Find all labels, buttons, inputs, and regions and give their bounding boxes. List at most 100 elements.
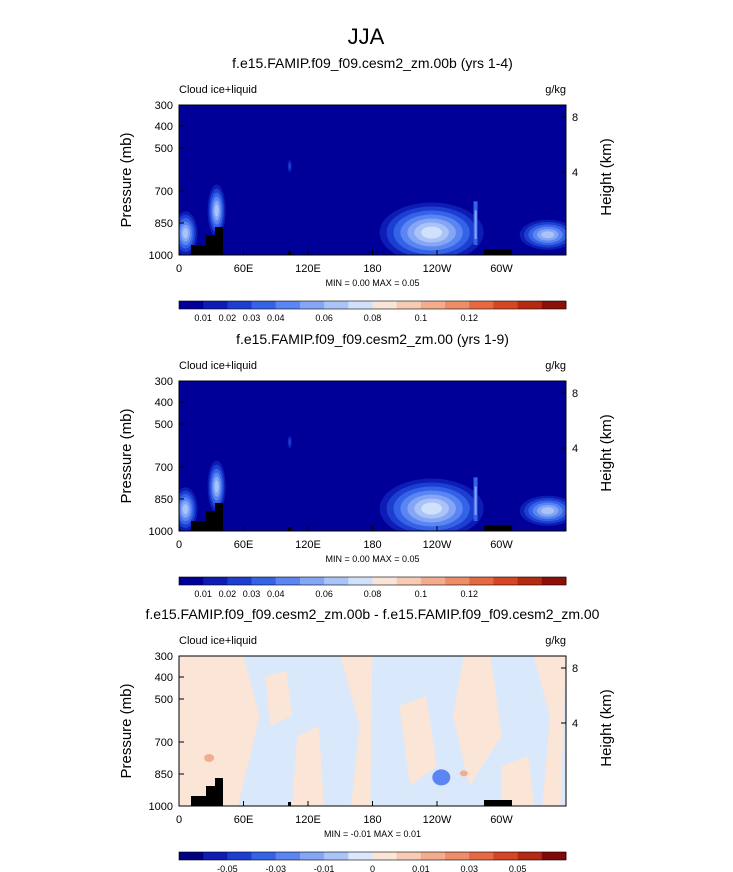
diff-positive-region — [459, 770, 468, 777]
colorbar-label: 0.01 — [194, 313, 212, 323]
colorbar-box — [517, 577, 543, 585]
colorbar-box — [396, 852, 422, 860]
y-axis-label: Pressure (mb) — [118, 132, 135, 227]
y-tick-label: 300 — [155, 100, 173, 112]
colorbar-box — [445, 577, 470, 585]
colorbar-label: 0.03 — [243, 589, 261, 599]
colorbar-label: 0.02 — [219, 589, 237, 599]
x-tick-label: 120E — [295, 263, 321, 275]
colorbar-box — [469, 577, 494, 585]
field-contour — [421, 502, 443, 515]
plot-area: 300 400 500 700 850 1000 8 4 0 60E 120E 180 120W 60W — [149, 376, 579, 551]
field-contour — [288, 438, 291, 446]
colorbar-box — [179, 852, 204, 860]
y-axis-label: Pressure (mb) — [118, 683, 135, 778]
colorbar-label: 0.03 — [460, 864, 478, 872]
x-tick-label: 60W — [490, 539, 513, 551]
y-tick-label-right: 8 — [572, 663, 578, 675]
colorbar: -0.05 -0.03 -0.01 0 0.01 0.03 0.05 — [178, 851, 567, 872]
colorbar-label: 0.01 — [412, 864, 430, 872]
colorbar-label: 0.01 — [194, 589, 212, 599]
field-contour — [182, 228, 189, 239]
colorbar-box — [227, 577, 252, 585]
colorbar-box — [348, 852, 373, 860]
x-tick-label: 60W — [490, 814, 513, 826]
colorbar-box — [299, 852, 325, 860]
panel-title: f.e15.FAMIP.f09_f09.cesm2_zm.00b - f.e15… — [146, 606, 600, 622]
colorbar-box — [179, 577, 204, 585]
panel-1: f.e15.FAMIP.f09_f09.cesm2_zm.00b (yrs 1-… — [118, 55, 615, 323]
colorbar-label: 0.1 — [415, 313, 428, 323]
colorbar-box — [251, 852, 277, 860]
diff-positive-region — [399, 696, 437, 786]
diff-positive-region — [340, 656, 373, 806]
colorbar-box — [275, 577, 301, 585]
colorbar-box — [541, 577, 567, 585]
y-tick-label: 300 — [155, 651, 173, 663]
colorbar-box — [275, 852, 301, 860]
field-contour — [288, 162, 291, 170]
y-tick-label: 400 — [155, 121, 173, 133]
diff-negative-region — [432, 769, 451, 786]
field-contour — [214, 204, 219, 217]
colorbar-frame — [178, 851, 567, 861]
colorbar-box — [324, 301, 349, 309]
terrain — [191, 503, 223, 531]
plot-area: 300 400 500 700 850 1000 8 4 0 60E 120E 180 120W 60W — [149, 651, 579, 826]
y-tick-label-right: 4 — [572, 443, 578, 455]
field-contour — [474, 210, 477, 239]
colorbar-frame — [178, 300, 567, 310]
colorbar-box — [372, 577, 398, 585]
x-tick-label: 120W — [423, 539, 452, 551]
field-contour — [541, 507, 555, 515]
y-tick-label: 500 — [155, 694, 173, 706]
min-max-note: MIN = -0.01 MAX = 0.01 — [324, 829, 421, 839]
colorbar-box — [324, 852, 349, 860]
y-tick-label: 500 — [155, 419, 173, 431]
colorbar-box — [469, 301, 494, 309]
x-tick-label: 180 — [363, 539, 381, 551]
x-tick-label: 60E — [234, 263, 254, 275]
field-contour — [214, 480, 219, 493]
colorbar: 0.01 0.02 0.03 0.04 0.06 0.08 0.1 0.12 — [178, 300, 567, 323]
y-tick-label: 700 — [155, 737, 173, 749]
field-background — [179, 381, 566, 531]
colorbar-label: 0.05 — [509, 864, 527, 872]
y-tick-label: 400 — [155, 397, 173, 409]
colorbar-box — [203, 852, 228, 860]
figure-title: JJA — [348, 24, 385, 49]
y-tick-label: 700 — [155, 462, 173, 474]
y-tick-label-right: 4 — [572, 167, 578, 179]
min-max-note: MIN = 0.00 MAX = 0.05 — [325, 278, 419, 288]
y-tick-label-right: 8 — [572, 388, 578, 400]
y-tick-label-right: 8 — [572, 112, 578, 124]
field-background — [179, 105, 566, 255]
colorbar-box — [203, 577, 228, 585]
colorbar-box — [493, 301, 519, 309]
colorbar: 0.01 0.02 0.03 0.04 0.06 0.08 0.1 0.12 — [178, 576, 567, 599]
colorbar-box — [372, 301, 398, 309]
colorbar-label: 0.08 — [364, 313, 382, 323]
colorbar-box — [179, 301, 204, 309]
x-tick-label: 0 — [176, 814, 182, 826]
x-tick-label: 120E — [295, 539, 321, 551]
colorbar-label: 0.02 — [219, 313, 237, 323]
colorbar-box — [348, 577, 373, 585]
colorbar-box — [445, 301, 470, 309]
colorbar-label: 0.08 — [364, 589, 382, 599]
field-contour — [541, 231, 555, 239]
units-label: g/kg — [545, 84, 566, 96]
panel-title: f.e15.FAMIP.f09_f09.cesm2_zm.00 (yrs 1-9… — [236, 331, 509, 347]
variable-label: Cloud ice+liquid — [179, 360, 257, 372]
terrain — [484, 800, 512, 806]
colorbar-label: 0.04 — [267, 313, 285, 323]
x-tick-label: 0 — [176, 539, 182, 551]
terrain — [288, 802, 291, 806]
panel-3: f.e15.FAMIP.f09_f09.cesm2_zm.00b - f.e15… — [118, 606, 615, 872]
diff-positive-region — [179, 656, 260, 806]
variable-label: Cloud ice+liquid — [179, 635, 257, 647]
diff-positive-region — [501, 756, 534, 806]
y-axis-label-right: Height (km) — [598, 414, 615, 492]
units-label: g/kg — [545, 360, 566, 372]
